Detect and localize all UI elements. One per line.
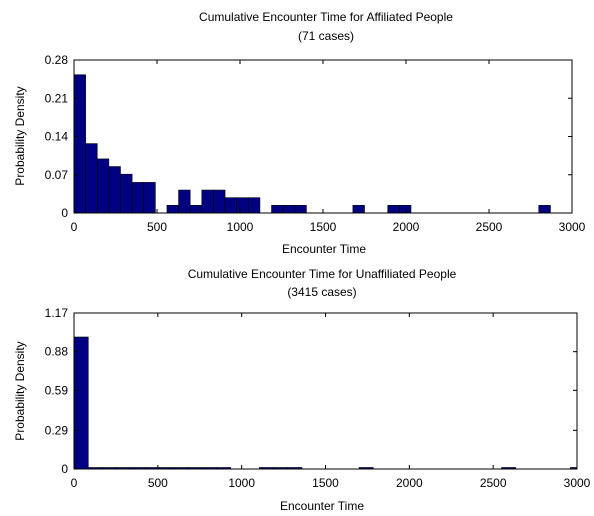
histogram-bar <box>213 189 226 214</box>
histogram-bar <box>120 173 133 214</box>
x-tick-label: 1500 <box>312 476 339 490</box>
y-tick-label: 0.29 <box>45 423 69 437</box>
histogram-bar <box>178 189 191 214</box>
x-tick-label: 3000 <box>559 220 586 234</box>
bars-group <box>73 74 551 214</box>
histogram-bar <box>538 205 551 214</box>
histogram-bar <box>282 205 296 214</box>
y-axis-label: Probability Density <box>13 341 27 440</box>
y-tick-label: 0.14 <box>45 130 69 144</box>
chart-title: Cumulative Encounter Time for Affiliated… <box>199 10 453 24</box>
histogram-bar <box>189 205 203 214</box>
ticks-group: 0 500 1000 1500 2000 2500 3000 0 0.29 0.59 0.88 1.1… <box>45 306 591 490</box>
histogram-bar <box>224 197 237 214</box>
ticks-group: 0 500 1000 1500 2000 2500 3000 0 0.07 0.14 0.21 0.2… <box>45 53 586 234</box>
x-axis-label: Encounter Time <box>282 242 366 256</box>
y-tick-label: 0.21 <box>45 91 69 105</box>
x-tick-label: 1500 <box>310 220 337 234</box>
y-tick-label: 0.07 <box>45 168 69 182</box>
histogram-bar <box>131 182 145 214</box>
y-tick-label: 0.59 <box>45 383 69 397</box>
histogram-bar <box>143 182 156 214</box>
y-tick-label: 0 <box>61 206 68 220</box>
chart-subtitle: (71 cases) <box>298 29 354 43</box>
histogram-bar <box>399 205 412 214</box>
x-tick-label: 500 <box>147 220 167 234</box>
chart-unaffiliated: Cumulative Encounter Time for Unaffiliat… <box>13 267 591 513</box>
x-tick-label: 500 <box>148 476 168 490</box>
histogram-bar <box>73 74 86 214</box>
chart-title: Cumulative Encounter Time for Unaffiliat… <box>188 267 457 281</box>
histogram-bar <box>294 205 307 214</box>
histogram-bar <box>73 336 89 470</box>
histogram-bar <box>96 158 110 214</box>
y-axis-label: Probability Density <box>13 86 27 185</box>
x-tick-label: 0 <box>71 476 78 490</box>
x-tick-label: 1000 <box>228 476 255 490</box>
x-tick-label: 2500 <box>480 476 507 490</box>
y-tick-label: 1.17 <box>45 306 69 320</box>
x-tick-label: 0 <box>71 220 78 234</box>
plot-frame <box>73 312 578 470</box>
histogram-bar <box>108 166 121 214</box>
x-tick-label: 3000 <box>564 476 591 490</box>
x-tick-label: 2500 <box>476 220 503 234</box>
histogram-bar <box>166 205 179 214</box>
chart-affiliated: Cumulative Encounter Time for Affiliated… <box>13 10 586 256</box>
x-tick-label: 2000 <box>396 476 423 490</box>
histogram-bar <box>201 189 214 214</box>
chart-subtitle: (3415 cases) <box>287 285 356 299</box>
y-tick-label: 0.28 <box>45 53 69 67</box>
y-tick-label: 0 <box>61 462 68 476</box>
histogram-bar <box>248 197 261 214</box>
histogram-bar <box>236 197 249 214</box>
histogram-bar <box>271 205 284 214</box>
histogram-bar <box>85 143 98 214</box>
bars-group <box>73 336 578 470</box>
x-axis-label: Encounter Time <box>280 499 364 513</box>
y-tick-label: 0.88 <box>45 345 69 359</box>
histogram-bar <box>387 205 400 214</box>
x-tick-label: 1000 <box>227 220 254 234</box>
x-tick-label: 2000 <box>393 220 420 234</box>
histogram-bar <box>352 205 365 214</box>
